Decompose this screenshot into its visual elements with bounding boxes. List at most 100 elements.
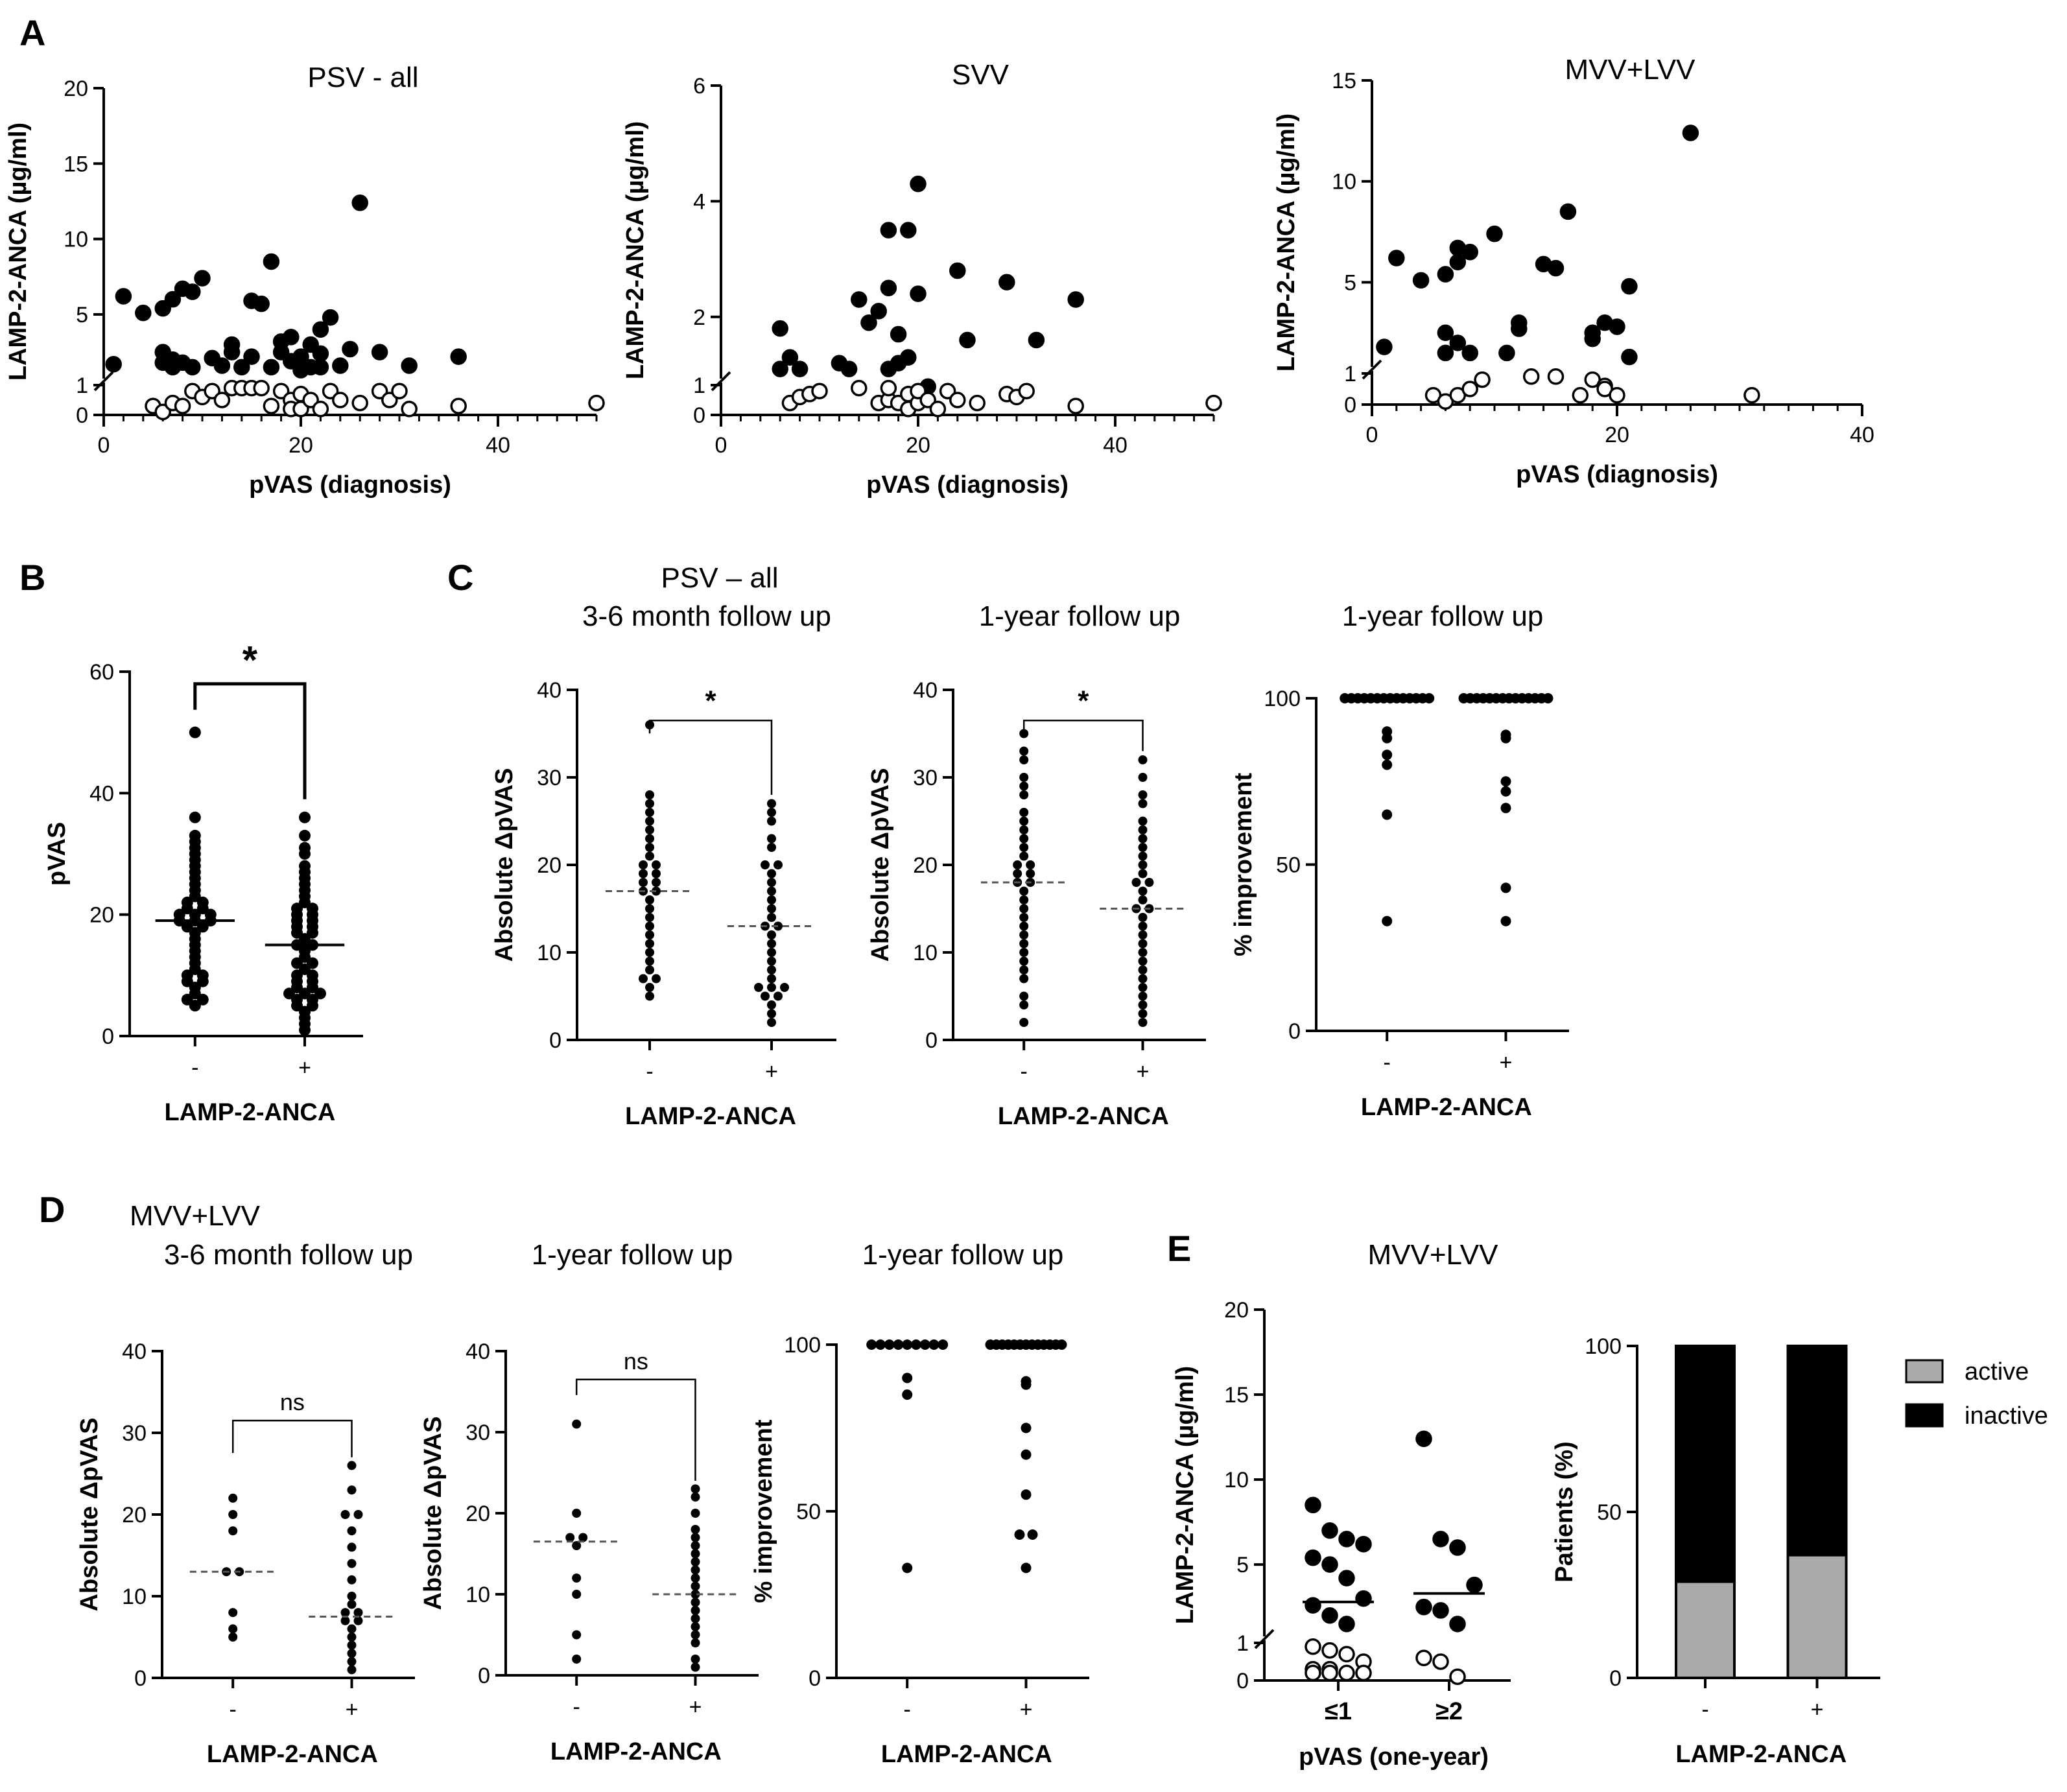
chart-c3: 0 50 100 - +1-year follow up LAMP-2-ANCA % imp… bbox=[1230, 600, 1569, 1121]
chart-title: PSV - all bbox=[307, 62, 418, 93]
data-point-filled bbox=[910, 175, 927, 193]
panel-label-c: C bbox=[447, 557, 473, 598]
data-point bbox=[1138, 956, 1148, 966]
y-tick-label: 1 bbox=[693, 373, 705, 398]
data-point bbox=[1019, 851, 1029, 861]
data-point-open bbox=[811, 383, 828, 399]
legend-label-active: active bbox=[1965, 1358, 2029, 1385]
data-point bbox=[767, 878, 776, 887]
data-point bbox=[767, 1018, 776, 1027]
significance-label: * bbox=[242, 639, 258, 682]
data-point bbox=[1138, 1009, 1148, 1019]
data-point bbox=[347, 1640, 357, 1650]
data-point bbox=[1138, 974, 1148, 984]
y-axis-label: Absolute ΔpVAS bbox=[491, 768, 518, 962]
data-point bbox=[652, 878, 661, 887]
x-axis-label: LAMP-2-ANCA bbox=[881, 1741, 1052, 1768]
y-tick-label: 40 bbox=[89, 781, 114, 806]
x-tick-label: 40 bbox=[486, 433, 510, 458]
x-tick-label: + bbox=[1137, 1059, 1150, 1084]
data-point-open bbox=[929, 401, 947, 418]
data-point-open bbox=[312, 401, 329, 418]
data-point-open bbox=[1305, 1664, 1321, 1682]
data-point-open bbox=[322, 383, 339, 399]
data-point-filled bbox=[860, 314, 877, 331]
data-point bbox=[1138, 930, 1148, 939]
data-point-filled bbox=[1376, 338, 1393, 355]
y-tick-label: 0 bbox=[1288, 1019, 1301, 1044]
data-point-filled bbox=[243, 348, 260, 365]
panel-label-e: E bbox=[1167, 1228, 1191, 1269]
y-axis-label: LAMP-2-ANCA (µg/ml) bbox=[5, 123, 32, 381]
data-point-open bbox=[351, 394, 368, 412]
data-point bbox=[228, 1526, 238, 1536]
data-point bbox=[1019, 965, 1029, 974]
data-point bbox=[691, 1614, 700, 1623]
group-title: MVV+LVV bbox=[130, 1200, 261, 1232]
y-tick-label: 15 bbox=[1224, 1383, 1249, 1408]
data-point bbox=[691, 1597, 700, 1607]
data-point bbox=[691, 1638, 700, 1647]
y-tick-label: 30 bbox=[122, 1421, 147, 1446]
data-point-filled bbox=[1067, 291, 1084, 308]
bar-active bbox=[1786, 1553, 1848, 1680]
data-point-filled bbox=[1305, 1496, 1321, 1514]
data-point bbox=[639, 869, 648, 878]
data-point bbox=[1138, 799, 1148, 808]
data-point bbox=[1138, 773, 1148, 782]
data-point-open bbox=[1415, 1649, 1432, 1666]
data-point bbox=[572, 1590, 582, 1599]
data-point bbox=[645, 895, 654, 904]
bar-inactive bbox=[1786, 1345, 1848, 1557]
data-point-open bbox=[1461, 381, 1478, 397]
data-point bbox=[1138, 860, 1148, 869]
data-point bbox=[645, 921, 654, 931]
data-point bbox=[875, 1339, 886, 1350]
data-point-filled bbox=[1584, 330, 1601, 348]
data-point-open bbox=[1522, 368, 1540, 385]
data-point bbox=[347, 1575, 357, 1585]
data-point-filled bbox=[263, 359, 280, 376]
data-point bbox=[1138, 983, 1148, 992]
data-point bbox=[691, 1565, 700, 1575]
y-tick-label: 20 bbox=[537, 853, 561, 878]
y-tick-label: 40 bbox=[466, 1339, 490, 1364]
data-point-filled bbox=[1432, 1531, 1449, 1548]
y-tick-label: 0 bbox=[102, 1024, 114, 1049]
data-point-filled bbox=[1449, 335, 1467, 351]
data-point-open bbox=[302, 392, 319, 408]
data-point bbox=[1019, 781, 1029, 791]
data-point bbox=[1027, 1529, 1038, 1540]
data-point-filled bbox=[1498, 344, 1515, 362]
y-tick-label: 50 bbox=[1276, 853, 1301, 878]
data-point bbox=[691, 1533, 700, 1542]
y-axis-label: % improvement bbox=[750, 1419, 777, 1603]
y-tick-label: 15 bbox=[1332, 69, 1356, 93]
data-point-filled bbox=[1321, 1556, 1338, 1573]
data-point bbox=[1021, 1449, 1032, 1460]
data-point-filled bbox=[910, 285, 927, 302]
data-point bbox=[299, 848, 311, 860]
data-point bbox=[340, 1616, 350, 1625]
data-point-open bbox=[1449, 1668, 1466, 1685]
y-axis-label: Patients (%) bbox=[1551, 1441, 1578, 1582]
data-point bbox=[1138, 869, 1148, 878]
data-point bbox=[1019, 913, 1029, 922]
y-tick-label: 4 bbox=[693, 189, 705, 214]
data-point-filled bbox=[154, 300, 171, 317]
data-point-open bbox=[851, 379, 868, 397]
data-point bbox=[1138, 921, 1148, 931]
data-point-open bbox=[1474, 371, 1491, 388]
data-point bbox=[228, 1608, 238, 1618]
data-point bbox=[347, 1624, 357, 1634]
data-point bbox=[645, 790, 654, 799]
data-point bbox=[1424, 693, 1435, 703]
data-point bbox=[645, 799, 654, 808]
data-point bbox=[1138, 843, 1148, 852]
y-tick-label: 10 bbox=[122, 1585, 147, 1609]
x-tick-label: - bbox=[1384, 1050, 1391, 1075]
y-tick-label: 20 bbox=[913, 853, 938, 878]
data-point-filled bbox=[1461, 243, 1478, 261]
data-point bbox=[691, 1549, 700, 1559]
